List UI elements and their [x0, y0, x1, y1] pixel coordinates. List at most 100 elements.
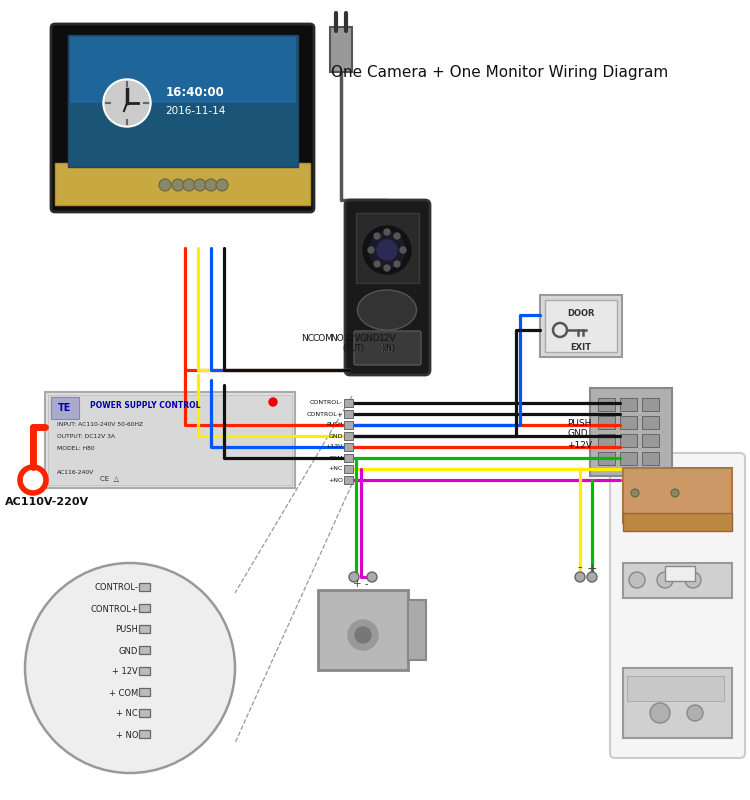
Ellipse shape — [358, 290, 416, 330]
FancyBboxPatch shape — [627, 676, 724, 701]
FancyBboxPatch shape — [642, 398, 659, 411]
FancyBboxPatch shape — [139, 667, 150, 675]
FancyBboxPatch shape — [620, 434, 637, 447]
Text: PUSH: PUSH — [116, 626, 138, 634]
FancyBboxPatch shape — [620, 416, 637, 429]
FancyBboxPatch shape — [139, 604, 150, 612]
Text: OUTPUT: DC12V 3A: OUTPUT: DC12V 3A — [57, 434, 115, 438]
FancyBboxPatch shape — [620, 452, 637, 465]
FancyBboxPatch shape — [354, 331, 421, 365]
Text: NO: NO — [330, 334, 344, 343]
Circle shape — [575, 572, 585, 582]
FancyBboxPatch shape — [540, 295, 622, 357]
Circle shape — [172, 179, 184, 191]
Circle shape — [269, 398, 277, 406]
Circle shape — [348, 620, 378, 650]
FancyBboxPatch shape — [344, 465, 353, 473]
Circle shape — [394, 233, 400, 239]
FancyBboxPatch shape — [356, 213, 419, 283]
FancyBboxPatch shape — [598, 416, 615, 429]
FancyBboxPatch shape — [139, 688, 150, 696]
FancyBboxPatch shape — [318, 590, 408, 670]
Text: CONTROL-: CONTROL- — [94, 583, 138, 593]
FancyBboxPatch shape — [623, 668, 732, 738]
FancyBboxPatch shape — [590, 388, 672, 476]
FancyBboxPatch shape — [545, 300, 617, 352]
Text: CE  △: CE △ — [100, 475, 119, 481]
Text: )))): )))) — [380, 343, 394, 353]
Text: CONTROL+: CONTROL+ — [90, 605, 138, 614]
Text: CONTROL-: CONTROL- — [310, 401, 343, 406]
Circle shape — [394, 261, 400, 267]
FancyBboxPatch shape — [610, 453, 745, 758]
FancyBboxPatch shape — [598, 434, 615, 447]
Circle shape — [374, 233, 380, 239]
Text: GND: GND — [328, 434, 343, 438]
Circle shape — [363, 226, 411, 274]
Text: + -: + - — [353, 579, 369, 589]
Text: GND: GND — [118, 646, 138, 655]
FancyBboxPatch shape — [665, 566, 695, 581]
Text: GND: GND — [360, 334, 380, 343]
FancyBboxPatch shape — [48, 395, 292, 485]
Text: EXIT: EXIT — [571, 342, 592, 351]
FancyBboxPatch shape — [344, 432, 353, 440]
Circle shape — [105, 81, 149, 125]
Text: MODEL: H80: MODEL: H80 — [57, 446, 94, 450]
Text: + COM: + COM — [109, 689, 138, 698]
Text: 12V: 12V — [344, 334, 362, 343]
Circle shape — [400, 247, 406, 253]
Circle shape — [159, 179, 171, 191]
FancyBboxPatch shape — [623, 563, 732, 598]
Text: +NO: +NO — [328, 478, 343, 482]
Circle shape — [384, 229, 390, 235]
FancyBboxPatch shape — [55, 163, 310, 205]
FancyBboxPatch shape — [623, 468, 732, 523]
Circle shape — [377, 240, 397, 260]
Circle shape — [657, 572, 673, 588]
FancyBboxPatch shape — [139, 709, 150, 717]
FancyBboxPatch shape — [344, 410, 353, 418]
Circle shape — [685, 572, 701, 588]
FancyBboxPatch shape — [620, 398, 637, 411]
Circle shape — [631, 489, 639, 497]
Text: CONTROL+: CONTROL+ — [307, 411, 343, 417]
FancyBboxPatch shape — [408, 600, 426, 660]
FancyBboxPatch shape — [45, 392, 295, 488]
FancyBboxPatch shape — [598, 452, 615, 465]
FancyBboxPatch shape — [139, 646, 150, 654]
Text: + 12V: + 12V — [112, 667, 138, 677]
Circle shape — [368, 247, 374, 253]
FancyBboxPatch shape — [642, 416, 659, 429]
Circle shape — [629, 572, 645, 588]
FancyBboxPatch shape — [139, 730, 150, 738]
FancyBboxPatch shape — [344, 476, 353, 484]
Circle shape — [374, 261, 380, 267]
Circle shape — [216, 179, 228, 191]
Text: POWER SUPPLY CONTROL: POWER SUPPLY CONTROL — [90, 402, 200, 410]
Text: NC: NC — [302, 334, 314, 343]
Circle shape — [205, 179, 217, 191]
Circle shape — [650, 703, 670, 723]
Text: PUSH: PUSH — [326, 422, 343, 427]
FancyBboxPatch shape — [344, 454, 353, 462]
Text: AC110V-220V: AC110V-220V — [5, 497, 89, 507]
Text: -: - — [578, 562, 582, 574]
Circle shape — [194, 179, 206, 191]
FancyBboxPatch shape — [139, 625, 150, 633]
Text: +: + — [586, 562, 597, 574]
Circle shape — [349, 572, 359, 582]
FancyBboxPatch shape — [139, 583, 150, 591]
Circle shape — [355, 627, 371, 643]
Text: DOOR: DOOR — [567, 309, 595, 318]
Text: 12V: 12V — [380, 334, 397, 343]
FancyBboxPatch shape — [51, 397, 79, 419]
Text: +12V: +12V — [326, 445, 343, 450]
Circle shape — [587, 572, 597, 582]
FancyBboxPatch shape — [344, 399, 353, 407]
Text: (IN): (IN) — [381, 344, 395, 353]
FancyBboxPatch shape — [68, 35, 298, 167]
Text: INPUT: AC110-240V 50-60HZ: INPUT: AC110-240V 50-60HZ — [57, 422, 143, 426]
FancyBboxPatch shape — [642, 452, 659, 465]
Circle shape — [369, 232, 405, 268]
